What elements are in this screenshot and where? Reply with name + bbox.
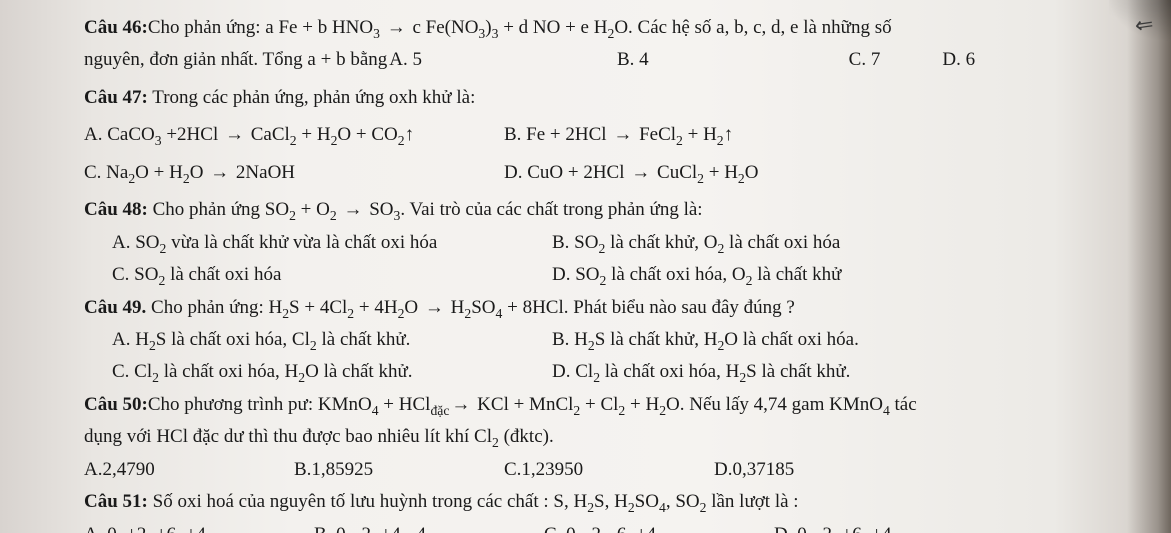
- q49-optD: D. Cl2 là chất oxi hóa, H2S là chất khử.: [552, 357, 850, 386]
- q47-optA: A. CaCO3 +2HCl → CaCl2 + H2O + CO2↑: [84, 120, 504, 149]
- q47-optB: B. Fe + 2HCl → FeCl2 + H2↑: [504, 120, 733, 149]
- q49-optA: A. H2S là chất oxi hóa, Cl2 là chất khử.: [112, 325, 552, 354]
- q51-head: Câu 51:: [84, 491, 148, 512]
- q49-row-cd: C. Cl2 là chất oxi hóa, H2O là chất khử.…: [84, 357, 1143, 386]
- q48-row-ab: A. SO2 vừa là chất khử vừa là chất oxi h…: [84, 228, 1143, 257]
- q51-prompt: Số oxi hoá của nguyên tố lưu huỳnh trong…: [148, 491, 799, 512]
- q50-text2: dụng với HCl đặc dư thì thu được bao nhi…: [84, 426, 554, 447]
- q48-row-cd: C. SO2 là chất oxi hóa D. SO2 là chất ox…: [84, 260, 1143, 289]
- q49-optB: B. H2S là chất khử, H2O là chất oxi hóa.: [552, 325, 859, 354]
- q46-line1: Câu 46:Cho phản ứng: a Fe + b HNO3 → c F…: [84, 13, 1143, 42]
- q46-optC: C. 7: [849, 45, 881, 74]
- q49-optC: C. Cl2 là chất oxi hóa, H2O là chất khử.: [112, 357, 552, 386]
- q46-optA: A. 5: [389, 45, 422, 74]
- q49-prompt: Cho phản ứng: H2S + 4Cl2 + 4H2O → H2SO4 …: [146, 297, 795, 318]
- q48-optB: B. SO2 là chất khử, O2 là chất oxi hóa: [552, 228, 840, 257]
- q50-optA: A.2,4790: [84, 455, 294, 484]
- exam-page: Câu 46:Cho phản ứng: a Fe + b HNO3 → c F…: [0, 0, 1171, 533]
- q48-prompt: Cho phản ứng SO2 + O2 → SO3. Vai trò của…: [148, 199, 703, 220]
- q51-prompt-line: Câu 51: Số oxi hoá của nguyên tố lưu huỳ…: [84, 487, 1143, 516]
- q48-optD: D. SO2 là chất oxi hóa, O2 là chất khử: [552, 260, 841, 289]
- q49-row-ab: A. H2S là chất oxi hóa, Cl2 là chất khử.…: [84, 325, 1143, 354]
- q48-prompt-line: Câu 48: Cho phản ứng SO2 + O2 → SO3. Vai…: [84, 195, 1143, 224]
- q50-options: A.2,4790 B.1,85925 C.1,23950 D.0,37185: [84, 455, 1143, 484]
- q48-head: Câu 48:: [84, 199, 148, 220]
- q50-line1: Câu 50:Cho phương trình pư: KMnO4 + HClđ…: [84, 390, 1143, 419]
- q51-optC: C. 0, -2, -6, +4.: [544, 520, 774, 533]
- q46-text1: Cho phản ứng: a Fe + b HNO3 → c Fe(NO3)3…: [148, 17, 892, 38]
- q48-optA: A. SO2 vừa là chất khử vừa là chất oxi h…: [112, 228, 552, 257]
- q50-head: Câu 50:: [84, 394, 148, 415]
- q47-prompt-line: Câu 47: Trong các phản ứng, phản ứng oxh…: [84, 83, 1143, 112]
- q47-row-ab: A. CaCO3 +2HCl → CaCl2 + H2O + CO2↑ B. F…: [84, 120, 1143, 149]
- q50-text1: Cho phương trình pư: KMnO4 + HClđặc→ KCl…: [148, 394, 917, 415]
- q47-row-cd: C. Na2O + H2O → 2NaOH D. CuO + 2HCl → Cu…: [84, 158, 1143, 187]
- q50-line2: dụng với HCl đặc dư thì thu được bao nhi…: [84, 422, 1143, 451]
- q46-optB: B. 4: [617, 45, 649, 74]
- q51-optD: D. 0, -2, +6, +4.: [774, 520, 896, 533]
- q51-options: A. 0, +2, +6, +4. B. 0, -2, +4, -4. C. 0…: [84, 520, 1143, 533]
- q47-prompt: Trong các phản ứng, phản ứng oxh khử là:: [148, 87, 475, 108]
- q49-head: Câu 49.: [84, 297, 146, 318]
- q46-optD: D. 6: [942, 45, 975, 74]
- q51-optB: B. 0, -2, +4, -4.: [314, 520, 544, 533]
- q50-optB: B.1,85925: [294, 455, 504, 484]
- q47-optC: C. Na2O + H2O → 2NaOH: [84, 158, 504, 187]
- q46-text2: nguyên, đơn giản nhất. Tổng a + b bằng: [84, 45, 387, 74]
- q47-optD: D. CuO + 2HCl → CuCl2 + H2O: [504, 158, 759, 187]
- q50-optD: D.0,37185: [714, 455, 794, 484]
- q49-prompt-line: Câu 49. Cho phản ứng: H2S + 4Cl2 + 4H2O …: [84, 293, 1143, 322]
- q47-head: Câu 47:: [84, 87, 148, 108]
- q51-optA: A. 0, +2, +6, +4.: [84, 520, 314, 533]
- q46-head: Câu 46:: [84, 17, 148, 38]
- q48-optC: C. SO2 là chất oxi hóa: [112, 260, 552, 289]
- q50-optC: C.1,23950: [504, 455, 714, 484]
- q46-line2: nguyên, đơn giản nhất. Tổng a + b bằng A…: [84, 45, 1143, 74]
